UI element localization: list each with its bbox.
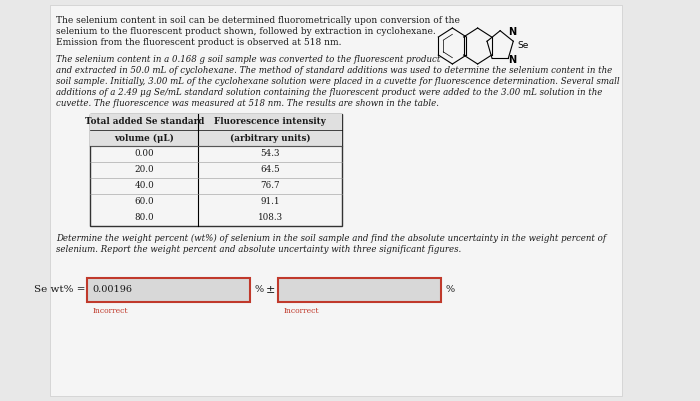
- Text: N: N: [508, 27, 516, 37]
- Text: ±: ±: [266, 285, 275, 295]
- Text: Determine the weight percent (wt%) of selenium in the soil sample and find the a: Determine the weight percent (wt%) of se…: [56, 234, 606, 243]
- Text: 108.3: 108.3: [258, 213, 283, 223]
- Text: additions of a 2.49 μg Se/mL standard solution containing the fluorescent produc: additions of a 2.49 μg Se/mL standard so…: [56, 88, 602, 97]
- Text: The selenium content in soil can be determined fluorometrically upon conversion : The selenium content in soil can be dete…: [56, 16, 460, 25]
- Text: 54.3: 54.3: [260, 150, 280, 158]
- Text: The selenium content in a 0.168 g soil sample was converted to the fluorescent p: The selenium content in a 0.168 g soil s…: [56, 55, 440, 64]
- Text: and extracted in 50.0 mL of cyclohexane. The method of standard additions was us: and extracted in 50.0 mL of cyclohexane.…: [56, 66, 612, 75]
- Bar: [90, 114, 342, 146]
- Bar: [90, 114, 342, 226]
- Text: Total added Se standard: Total added Se standard: [85, 117, 204, 126]
- Text: Incorrect: Incorrect: [93, 307, 128, 315]
- Text: %: %: [254, 286, 263, 294]
- Text: 64.5: 64.5: [260, 166, 280, 174]
- FancyBboxPatch shape: [279, 278, 441, 302]
- FancyBboxPatch shape: [50, 5, 622, 396]
- Text: selenium. Report the weight percent and absolute uncertainty with three signific: selenium. Report the weight percent and …: [56, 245, 461, 254]
- Text: 60.0: 60.0: [134, 198, 154, 207]
- Text: Se wt% =: Se wt% =: [34, 286, 85, 294]
- Text: volume (μL): volume (μL): [114, 134, 174, 143]
- Text: 40.0: 40.0: [134, 182, 154, 190]
- FancyBboxPatch shape: [88, 278, 250, 302]
- Text: N: N: [508, 55, 516, 65]
- Text: 76.7: 76.7: [260, 182, 280, 190]
- Text: 20.0: 20.0: [134, 166, 154, 174]
- Text: 0.00: 0.00: [134, 150, 154, 158]
- Text: Incorrect: Incorrect: [284, 307, 319, 315]
- Text: Se: Se: [517, 41, 528, 51]
- Text: 80.0: 80.0: [134, 213, 154, 223]
- Text: soil sample. Initially, 3.00 mL of the cyclohexane solution were placed in a cuv: soil sample. Initially, 3.00 mL of the c…: [56, 77, 620, 86]
- Text: cuvette. The fluorescence was measured at 518 nm. The results are shown in the t: cuvette. The fluorescence was measured a…: [56, 99, 439, 108]
- Text: Emission from the fluorescent product is observed at 518 nm.: Emission from the fluorescent product is…: [56, 38, 342, 47]
- Text: %: %: [445, 286, 454, 294]
- Text: selenium to the fluorescent product shown, followed by extraction in cyclohexane: selenium to the fluorescent product show…: [56, 27, 435, 36]
- Text: (arbitrary units): (arbitrary units): [230, 134, 311, 143]
- Text: 0.00196: 0.00196: [93, 286, 133, 294]
- Text: 91.1: 91.1: [260, 198, 280, 207]
- Text: Fluorescence intensity: Fluorescence intensity: [214, 117, 326, 126]
